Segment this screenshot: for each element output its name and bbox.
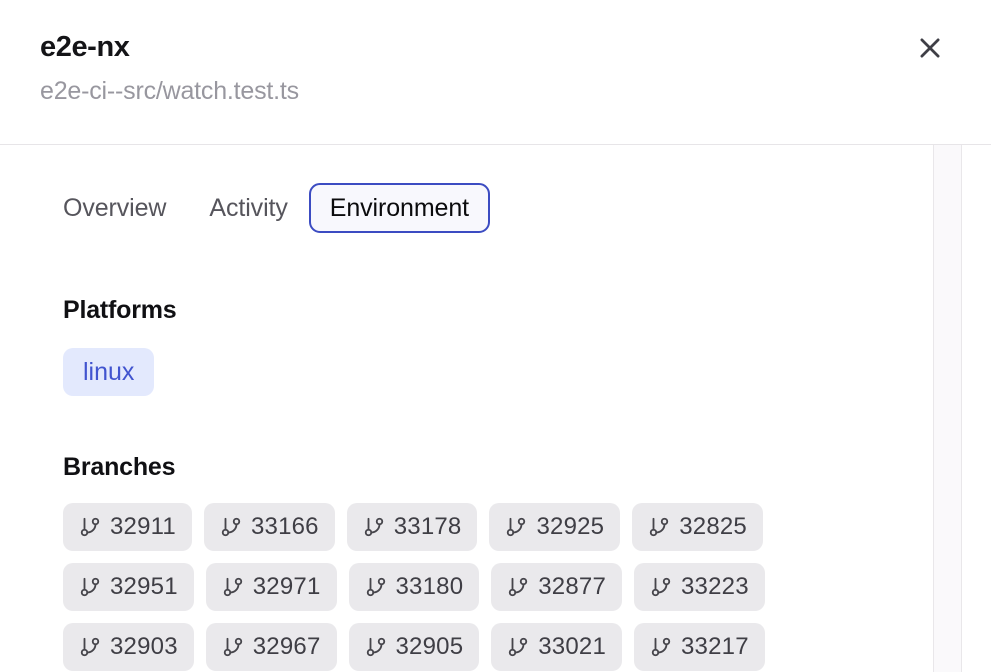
git-branch-icon	[650, 576, 672, 598]
scrollbar-track[interactable]	[933, 145, 962, 672]
platforms-heading: Platforms	[63, 296, 177, 324]
git-branch-icon	[648, 516, 670, 538]
branch-badge: 32903	[63, 623, 194, 671]
branch-badge: 32825	[632, 503, 763, 551]
branch-badge: 33166	[203, 503, 335, 551]
branches-heading: Branches	[63, 453, 176, 481]
branch-number: 32967	[252, 633, 321, 660]
git-branch-icon	[365, 636, 387, 658]
git-branch-icon	[507, 636, 529, 658]
branch-number: 32825	[679, 513, 747, 540]
git-branch-icon	[79, 516, 101, 538]
branch-badge: 33223	[634, 563, 765, 611]
branch-number: 33180	[395, 573, 464, 600]
close-icon	[915, 33, 945, 63]
header-divider	[0, 144, 991, 145]
branch-badge: 32911	[63, 503, 192, 551]
drawer-header: e2e-nx e2e-ci--src/watch.test.ts	[0, 0, 991, 144]
git-branch-icon	[79, 636, 101, 658]
branch-badge: 33217	[634, 623, 765, 671]
page-title: e2e-nx	[40, 31, 130, 63]
branch-badge: 32967	[205, 623, 337, 671]
git-branch-icon	[79, 576, 101, 598]
branch-badge: 32925	[489, 503, 621, 551]
page-subtitle: e2e-ci--src/watch.test.ts	[40, 77, 299, 105]
tab-bar: Overview Activity Environment	[63, 183, 923, 233]
branch-number: 32877	[538, 573, 606, 600]
branch-badge: 33021	[491, 623, 622, 671]
branch-badge: 32905	[348, 623, 480, 671]
branch-number: 33166	[250, 513, 319, 540]
git-branch-icon	[222, 576, 244, 598]
branch-number: 33178	[393, 513, 462, 540]
close-button[interactable]	[912, 30, 948, 66]
branch-badge: 33178	[346, 503, 478, 551]
git-branch-icon	[650, 636, 672, 658]
branch-number: 32905	[395, 633, 464, 660]
branches-list: 32911 33166 33178 32925 32825 32951 3297…	[63, 503, 833, 671]
git-branch-icon	[363, 516, 385, 538]
branch-number: 32971	[252, 573, 321, 600]
branch-badge: 32971	[205, 563, 337, 611]
tab-activity[interactable]: Activity	[209, 193, 288, 222]
branch-badge: 33180	[348, 563, 480, 611]
tab-environment[interactable]: Environment	[308, 183, 491, 233]
branch-number: 33217	[681, 633, 749, 660]
branch-number: 32911	[110, 513, 176, 540]
branch-number: 33021	[538, 633, 606, 660]
git-branch-icon	[365, 576, 387, 598]
git-branch-icon	[220, 516, 242, 538]
git-branch-icon	[222, 636, 244, 658]
branch-number: 32951	[110, 573, 178, 600]
branch-number: 32903	[110, 633, 178, 660]
drawer-content: Overview Activity Environment Platforms …	[63, 145, 923, 671]
platforms-list: linux	[63, 348, 923, 396]
git-branch-icon	[507, 576, 529, 598]
branch-badge: 32951	[63, 563, 194, 611]
branch-badge: 32877	[491, 563, 622, 611]
branch-number: 33223	[681, 573, 749, 600]
branch-number: 32925	[536, 513, 605, 540]
platform-badge-linux: linux	[63, 348, 155, 396]
git-branch-icon	[505, 516, 527, 538]
tab-overview[interactable]: Overview	[63, 193, 167, 222]
